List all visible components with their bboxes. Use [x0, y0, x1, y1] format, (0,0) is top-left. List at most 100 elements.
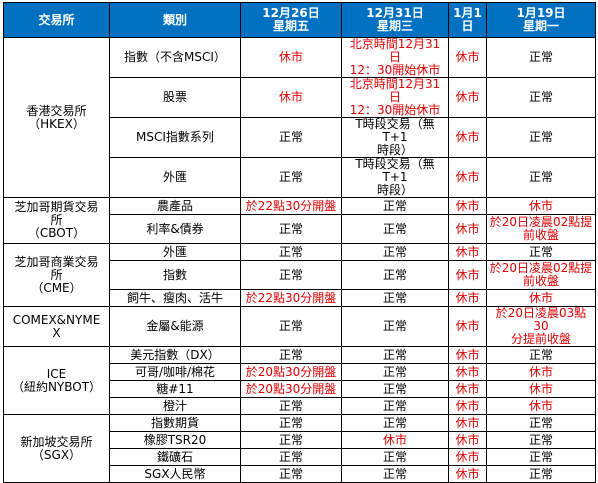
status-cell: 休市	[486, 363, 596, 381]
status-cell: 休市	[486, 197, 596, 215]
exchange-name-cell: 芝加哥期貨交易所（CBOT）	[3, 197, 110, 244]
status-text: 正常	[278, 415, 303, 430]
header-exchange-label: 交易所	[38, 12, 75, 27]
status-text: 於22點30分開盤	[245, 290, 337, 305]
status-text: T時段交易（無T+1	[355, 117, 435, 144]
category-cell: 橙汁	[109, 397, 241, 415]
status-text: 正常	[528, 449, 553, 464]
status-text: 12：30開始休市	[349, 103, 441, 117]
category-cell: 指數	[109, 260, 241, 290]
category-cell: 利率&債券	[109, 214, 241, 244]
status-cell: 正常	[486, 414, 596, 432]
status-text: 正常	[528, 415, 553, 430]
status-cell: 休市	[240, 77, 342, 118]
status-text: 正常	[528, 130, 553, 144]
status-text: 休市	[455, 290, 480, 305]
status-cell: 休市	[448, 346, 487, 364]
status-cell: 於22點30分開盤	[240, 197, 342, 215]
header-dec31-weekday: 星期三	[376, 19, 413, 33]
status-text: 正常	[382, 267, 407, 282]
status-text: 於20點30分開盤	[245, 364, 337, 379]
category-cell: 農產品	[109, 197, 241, 215]
status-text: 正常	[278, 244, 303, 259]
status-text: 正常	[382, 319, 407, 333]
header-dec26-weekday: 星期五	[272, 19, 309, 33]
category-cell: 股票	[109, 77, 241, 118]
status-cell: 正常	[240, 260, 342, 290]
header-jan1-day: 日	[461, 19, 474, 33]
category-cell: SGX人民幣	[109, 465, 241, 483]
exchange-name-line: 所	[50, 267, 63, 282]
status-cell: 正常	[240, 431, 342, 449]
status-cell: 休市	[448, 414, 487, 432]
category-cell: 飼牛、瘦肉、活牛	[109, 289, 241, 307]
category-cell: 外匯	[109, 157, 241, 198]
status-cell: 正常	[240, 397, 342, 415]
status-cell: 休市	[486, 289, 596, 307]
category-cell: 外匯	[109, 243, 241, 261]
status-cell: 休市	[448, 197, 487, 215]
status-text: 休市	[455, 415, 480, 430]
header-jan1-date: 1月1	[453, 6, 482, 20]
status-text: 於20日凌晨02點提	[489, 215, 593, 229]
status-cell: 休市	[448, 448, 487, 466]
table-row: 香港交易所 （HKEX） 指數（不含MSCI） 休市 北京時間12月31日 12：30開始…	[3, 37, 596, 198]
status-text: 休市	[455, 198, 480, 213]
status-cell: 休市	[448, 380, 487, 398]
status-text: 休市	[528, 398, 553, 413]
status-text: 休市	[455, 466, 480, 481]
status-cell: 正常	[486, 37, 596, 78]
status-cell: 休市	[448, 157, 487, 198]
status-text: 時段）	[376, 143, 413, 157]
status-cell: 正常	[341, 363, 449, 381]
header-exchange: 交易所	[3, 2, 110, 38]
status-text: 正常	[382, 221, 407, 236]
status-text: 休市	[455, 50, 480, 64]
status-text: 正常	[278, 130, 303, 144]
status-cell: 休市	[448, 465, 487, 483]
status-text: 休市	[528, 364, 553, 379]
status-cell: 正常	[486, 117, 596, 158]
status-cell: 休市	[448, 289, 487, 307]
status-text: 正常	[382, 415, 407, 430]
status-cell: 正常	[341, 465, 449, 483]
status-cell: 休市	[240, 37, 342, 78]
status-text: 前收盤	[522, 228, 559, 242]
status-cell: 休市	[486, 397, 596, 415]
status-text: 正常	[278, 319, 303, 333]
exchange-name-cell: COMEX&NYME X	[3, 306, 110, 347]
status-text: 休市	[278, 50, 303, 64]
table-row: COMEX&NYME X 金屬&能源 正常 正常 休市 於20日凌晨03點30 分提前收盤	[3, 306, 596, 347]
exchange-name-line: 所	[50, 213, 63, 227]
status-text: 休市	[278, 90, 303, 104]
status-text: T時段交易（無T+1	[355, 157, 435, 184]
status-text: 正常	[382, 466, 407, 481]
status-text: 休市	[455, 130, 480, 144]
status-text: 休市	[528, 381, 553, 396]
exchange-name-line: 香港交易所	[26, 103, 87, 118]
table-row: ICE （紐約NYBOT） 美元指數（DX） 正常 正常 休市 正常	[3, 346, 596, 415]
status-text: 休市	[528, 290, 553, 305]
status-cell: 正常	[341, 380, 449, 398]
status-cell: 正常	[240, 117, 342, 158]
table-row: 股票 休市 北京時間12月31日 12：30開始休市 休市 正常	[4, 77, 596, 118]
status-text: 正常	[382, 381, 407, 396]
status-text: 正常	[278, 466, 303, 481]
status-cell: 正常	[486, 243, 596, 261]
status-cell: 休市	[448, 243, 487, 261]
status-cell: T時段交易（無T+1 時段）	[341, 157, 449, 198]
status-text: 正常	[278, 221, 303, 236]
table-row: 芝加哥期貨交易所（CBOT） 農產品 於22點30分開盤 正常 休市 休市	[3, 197, 596, 244]
header-dec26-date: 12月26日	[262, 6, 320, 20]
status-text: 正常	[528, 50, 553, 64]
status-text: 休市	[455, 364, 480, 379]
status-cell: 正常	[486, 77, 596, 118]
exchange-name-line: 新加坡交易所	[20, 434, 93, 449]
exchange-name-cell: ICE （紐約NYBOT）	[3, 346, 110, 415]
status-cell: 正常	[486, 431, 596, 449]
header-category-label: 類別	[162, 12, 187, 27]
status-text: 休市	[528, 198, 553, 213]
status-cell: 於20日凌晨02點提 前收盤	[486, 260, 596, 290]
category-cell: 美元指數（DX）	[109, 346, 241, 364]
status-text: 前收盤	[522, 274, 559, 288]
